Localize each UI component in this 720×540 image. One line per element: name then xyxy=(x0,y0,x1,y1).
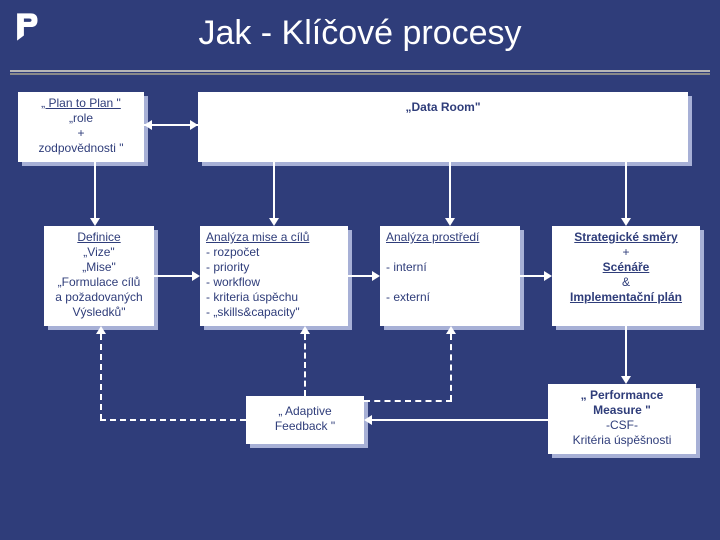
box-line xyxy=(386,245,514,260)
box-adaptive: „ Adaptive Feedback " xyxy=(246,396,364,444)
arrow-icon xyxy=(144,120,152,130)
box-line: „ Performance xyxy=(554,388,690,403)
box-line: „role xyxy=(24,111,138,126)
box-line: - rozpočet xyxy=(206,245,342,260)
box-analyza-prostredi: Analýza prostředí - interní - externí xyxy=(380,226,520,326)
arrow-icon xyxy=(96,326,106,334)
conn-adaptive-def-v xyxy=(100,334,102,420)
box-line: „ Adaptive xyxy=(252,404,358,419)
conn-strat-perf xyxy=(625,326,627,378)
box-heading: „Data Room" xyxy=(405,100,480,115)
box-strategicke: Strategické směry + Scénáře & Implementa… xyxy=(552,226,700,326)
conn-adaptive-def-h xyxy=(100,419,246,421)
arrow-icon xyxy=(445,218,455,226)
box-line: „Mise" xyxy=(50,260,148,275)
conn-dataroom-strategicke xyxy=(625,162,627,220)
box-line: - priority xyxy=(206,260,342,275)
box-plan-to-plan: „ Plan to Plan " „role + zodpovědnosti " xyxy=(18,92,144,162)
box-line: - workflow xyxy=(206,275,342,290)
arrow-icon xyxy=(544,271,552,281)
conn-perf-adaptive xyxy=(372,419,548,421)
title-rule-1 xyxy=(10,70,710,72)
arrow-icon xyxy=(90,218,100,226)
box-performance: „ Performance Measure " -CSF- Kritéria ú… xyxy=(548,384,696,454)
arrow-icon xyxy=(190,120,198,130)
box-line: & xyxy=(558,275,694,290)
box-data-room: „Data Room" xyxy=(198,92,688,162)
box-heading: Analýza prostředí xyxy=(386,230,514,245)
title-rule-2 xyxy=(10,73,710,75)
box-line: + xyxy=(558,245,694,260)
arrow-icon xyxy=(372,271,380,281)
conn-adaptive-prostredi-h xyxy=(364,400,452,402)
box-line: zodpovědnosti " xyxy=(24,141,138,156)
box-line: Scénáře xyxy=(558,260,694,275)
arrow-icon xyxy=(192,271,200,281)
box-analyza-mise: Analýza mise a cílů - rozpočet - priorit… xyxy=(200,226,348,326)
box-line: Measure " xyxy=(554,403,690,418)
box-line: -CSF- xyxy=(554,418,690,433)
box-heading: „ Plan to Plan " xyxy=(24,96,138,111)
box-line: Feedback " xyxy=(252,419,358,434)
box-definice: Definice „Vize" „Mise" „Formulace cílů a… xyxy=(44,226,154,326)
box-line: Výsledků" xyxy=(50,305,148,320)
conn-analyza-prostredi xyxy=(348,275,374,277)
box-heading: Strategické směry xyxy=(558,230,694,245)
conn-dataroom-analyza xyxy=(273,162,275,220)
conn-prostredi-strat xyxy=(520,275,546,277)
box-line: - interní xyxy=(386,260,514,275)
arrow-icon xyxy=(621,376,631,384)
box-heading: Definice xyxy=(50,230,148,245)
arrow-icon xyxy=(446,326,456,334)
box-line: Implementační plán xyxy=(558,290,694,305)
page-title: Jak - Klíčové procesy xyxy=(0,14,720,53)
conn-def-analyza xyxy=(154,275,194,277)
box-line: + xyxy=(24,126,138,141)
arrow-icon xyxy=(621,218,631,226)
box-line: „Formulace cílů xyxy=(50,275,148,290)
arrow-icon xyxy=(300,326,310,334)
box-line: a požadovaných xyxy=(50,290,148,305)
box-line: - „skills&capacity" xyxy=(206,305,342,320)
conn-dataroom-prostredi xyxy=(449,162,451,220)
box-line xyxy=(386,275,514,290)
conn-adaptive-prostredi-v xyxy=(450,334,452,401)
box-line: - externí xyxy=(386,290,514,305)
arrow-icon xyxy=(364,415,372,425)
box-line: Kritéria úspěšnosti xyxy=(554,433,690,448)
conn-adaptive-analyza xyxy=(304,334,306,396)
box-heading: Analýza mise a cílů xyxy=(206,230,342,245)
box-line: „Vize" xyxy=(50,245,148,260)
arrow-icon xyxy=(269,218,279,226)
box-line: - kriteria úspěchu xyxy=(206,290,342,305)
conn-plan-definice xyxy=(94,162,96,220)
